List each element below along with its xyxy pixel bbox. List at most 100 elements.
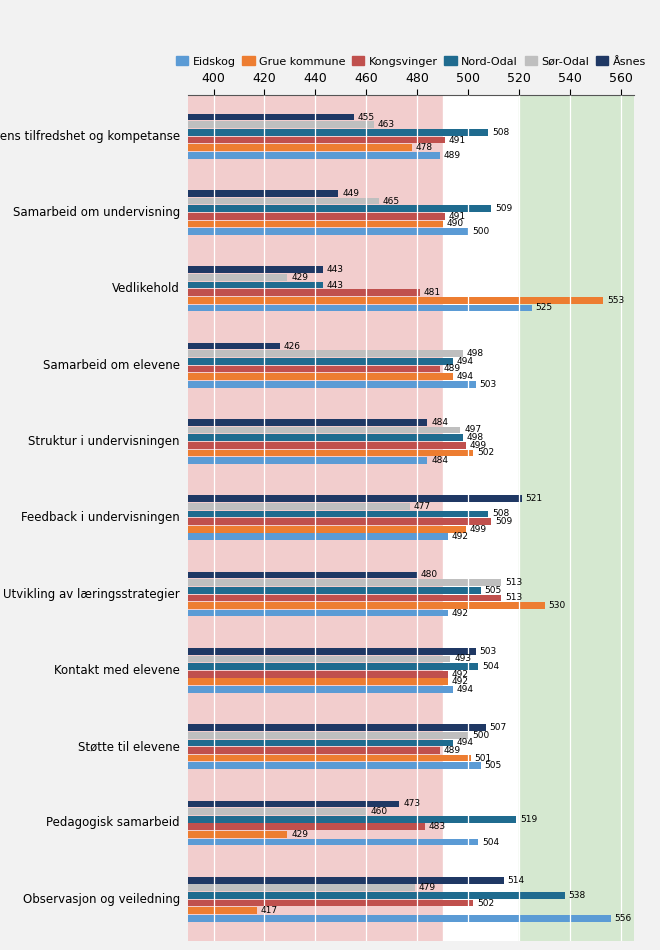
Text: 479: 479 xyxy=(418,884,436,892)
Bar xyxy=(188,366,440,372)
Text: 473: 473 xyxy=(403,799,420,808)
Text: 477: 477 xyxy=(413,502,430,511)
Bar xyxy=(188,220,443,227)
Bar xyxy=(188,266,323,273)
Bar xyxy=(188,122,374,128)
Bar xyxy=(188,587,481,594)
Text: 463: 463 xyxy=(378,121,395,129)
Text: 491: 491 xyxy=(449,136,466,144)
Text: 497: 497 xyxy=(465,426,481,434)
Text: 484: 484 xyxy=(431,418,448,427)
Bar xyxy=(188,884,414,891)
Text: 494: 494 xyxy=(457,738,474,748)
Text: 525: 525 xyxy=(536,303,552,313)
Text: 489: 489 xyxy=(444,151,461,160)
Bar xyxy=(188,892,565,899)
Bar xyxy=(188,816,517,823)
Bar xyxy=(188,274,287,281)
Bar xyxy=(188,351,463,357)
Text: 480: 480 xyxy=(421,571,438,579)
Bar xyxy=(188,678,447,685)
Text: 556: 556 xyxy=(614,914,632,922)
Text: 426: 426 xyxy=(284,342,300,351)
Bar xyxy=(188,518,491,525)
Bar xyxy=(188,724,486,731)
Bar xyxy=(188,503,410,509)
Text: 505: 505 xyxy=(484,761,502,770)
Bar xyxy=(188,915,611,922)
Bar xyxy=(188,457,428,464)
Text: 530: 530 xyxy=(548,601,566,610)
Bar xyxy=(188,686,453,693)
Bar xyxy=(188,205,491,212)
Text: 502: 502 xyxy=(477,899,494,907)
Text: 509: 509 xyxy=(495,204,512,213)
Text: 513: 513 xyxy=(505,579,522,587)
Bar xyxy=(188,281,323,289)
Text: 521: 521 xyxy=(525,494,543,504)
Text: 429: 429 xyxy=(291,830,308,839)
Text: 492: 492 xyxy=(451,677,469,686)
Text: 490: 490 xyxy=(447,219,463,228)
Bar xyxy=(188,381,476,388)
Text: 507: 507 xyxy=(490,723,507,732)
Text: 417: 417 xyxy=(261,906,278,915)
Bar xyxy=(188,572,417,579)
Bar xyxy=(188,610,447,617)
Bar xyxy=(188,839,478,846)
Bar xyxy=(188,427,461,433)
Text: 519: 519 xyxy=(520,815,537,824)
Bar xyxy=(188,763,481,770)
Text: 509: 509 xyxy=(495,517,512,526)
Bar xyxy=(188,419,428,426)
Text: 455: 455 xyxy=(358,113,374,122)
Text: 494: 494 xyxy=(457,685,474,693)
Bar xyxy=(188,739,453,746)
Bar xyxy=(188,671,447,677)
Text: 502: 502 xyxy=(477,448,494,457)
Bar xyxy=(443,95,519,940)
Bar xyxy=(188,663,478,670)
Legend: Eidskog, Grue kommune, Kongsvinger, Nord-Odal, Sør-Odal, Åsnes: Eidskog, Grue kommune, Kongsvinger, Nord… xyxy=(174,54,648,68)
Text: 494: 494 xyxy=(457,372,474,381)
Bar xyxy=(188,495,521,502)
Text: 499: 499 xyxy=(469,441,486,449)
Text: 492: 492 xyxy=(451,670,469,678)
Text: 553: 553 xyxy=(607,295,624,305)
Bar xyxy=(188,534,447,541)
Bar xyxy=(188,343,280,350)
Bar xyxy=(188,114,354,121)
Text: 460: 460 xyxy=(370,808,387,816)
Bar xyxy=(188,754,471,762)
Bar xyxy=(188,129,488,136)
Text: 500: 500 xyxy=(472,731,489,740)
Text: 508: 508 xyxy=(492,128,510,137)
Text: 483: 483 xyxy=(429,823,446,831)
Text: 538: 538 xyxy=(569,891,586,900)
Bar xyxy=(188,297,603,304)
Text: 443: 443 xyxy=(327,280,344,290)
Bar xyxy=(188,808,366,815)
Text: 449: 449 xyxy=(342,189,359,198)
Bar xyxy=(188,290,420,296)
Text: 503: 503 xyxy=(480,380,497,389)
Bar xyxy=(188,228,468,235)
Text: 498: 498 xyxy=(467,350,484,358)
Bar xyxy=(188,747,440,754)
Text: 489: 489 xyxy=(444,365,461,373)
Bar xyxy=(188,198,379,204)
Bar xyxy=(188,900,473,906)
Text: 478: 478 xyxy=(416,143,433,152)
Bar xyxy=(188,137,446,143)
Bar xyxy=(188,526,465,533)
Text: 503: 503 xyxy=(480,647,497,656)
Text: 504: 504 xyxy=(482,838,499,846)
Bar xyxy=(188,442,465,448)
Text: 499: 499 xyxy=(469,524,486,534)
Bar xyxy=(188,801,399,808)
Bar xyxy=(188,907,257,914)
Bar xyxy=(188,358,453,365)
Text: 491: 491 xyxy=(449,212,466,220)
Text: 481: 481 xyxy=(424,288,441,297)
Text: 498: 498 xyxy=(467,433,484,442)
